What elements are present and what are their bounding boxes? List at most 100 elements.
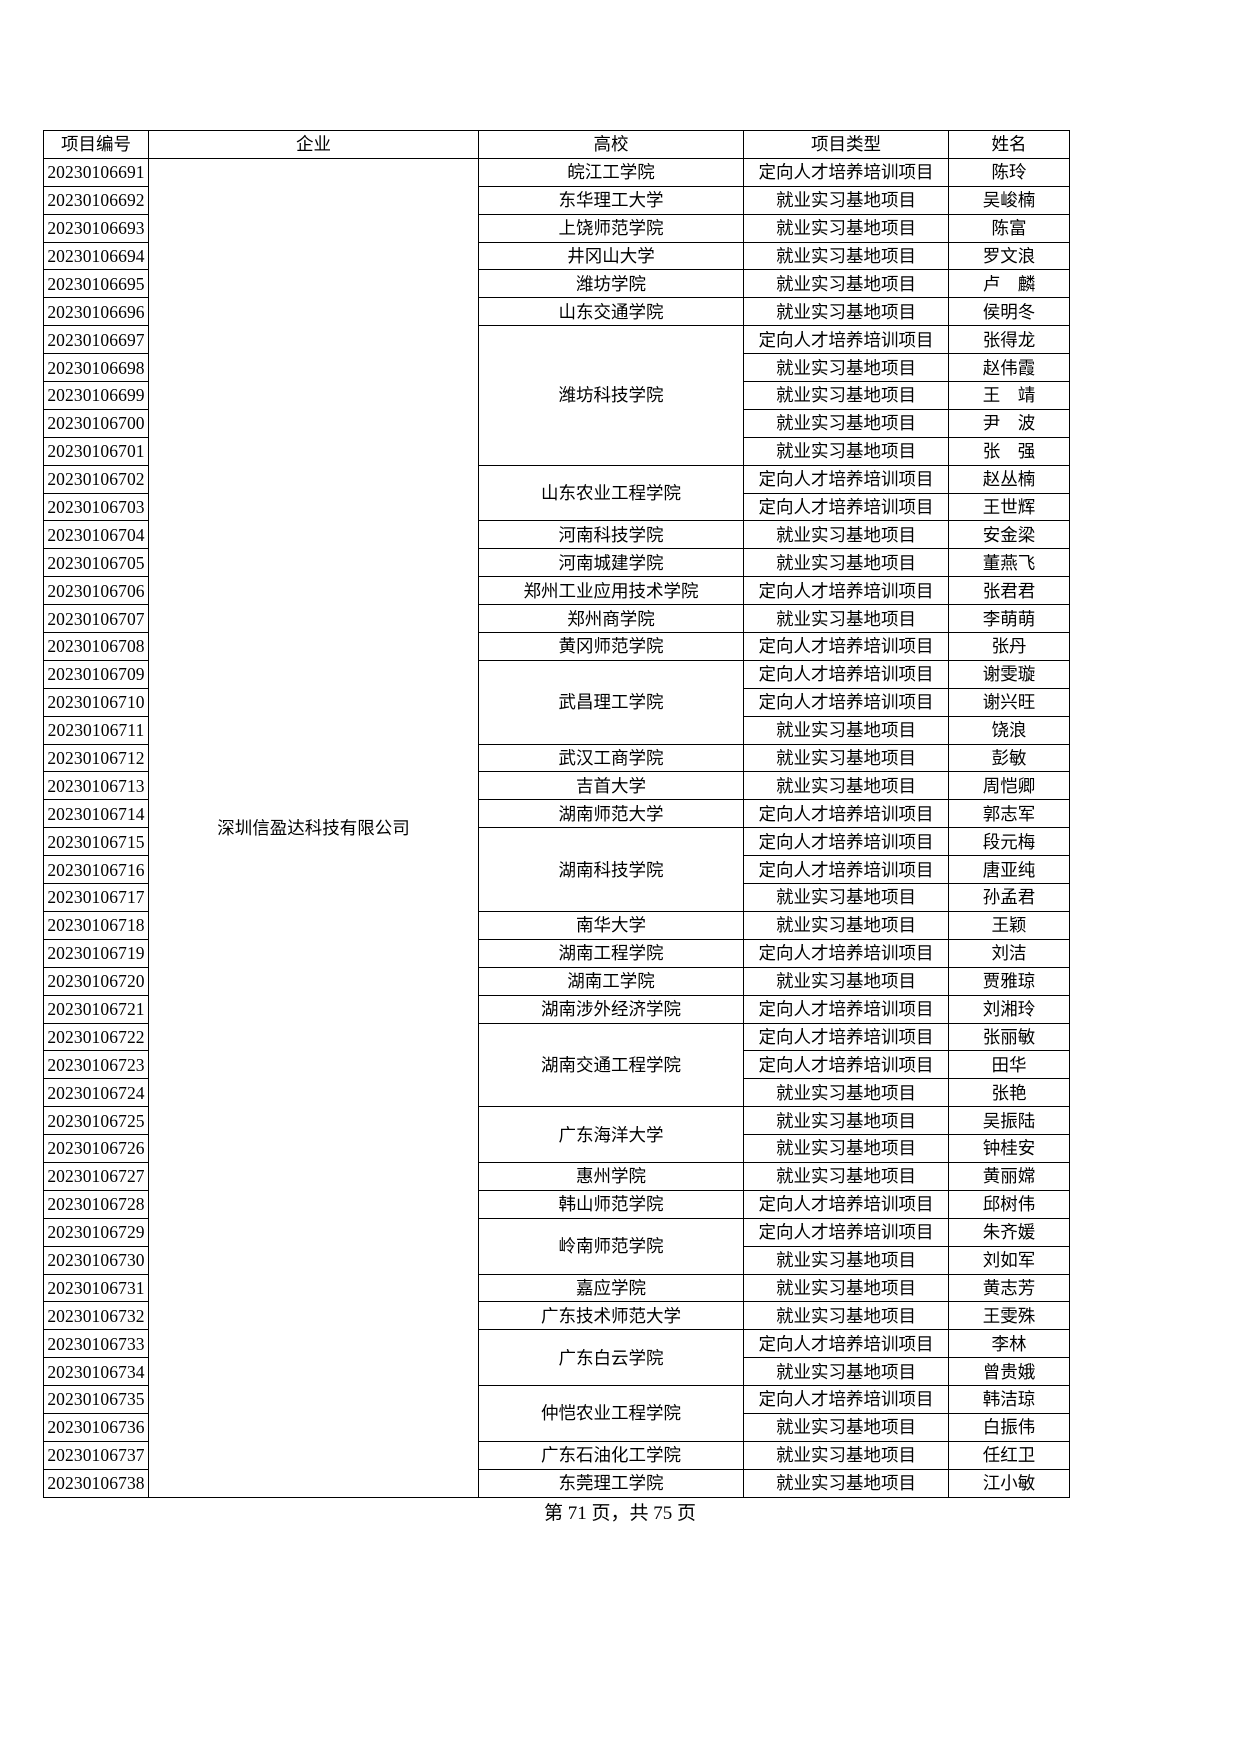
cell-name: 王雯殊 [948, 1301, 1070, 1331]
cell-project-id: 20230106698 [43, 353, 149, 383]
table-row: 20230106691 深圳信盈达科技有限公司 皖江工学院 定向人才培养培训项目 陈玲 [43, 157, 1070, 1498]
table-row: 20230106696 山东交通学院 就业实习基地项目 侯明冬 [43, 297, 1070, 327]
cell-project-type: 定向人才培养培训项目 [743, 632, 949, 661]
cell-project-type: 就业实习基地项目 [743, 1412, 949, 1442]
cell-project-type: 定向人才培养培训项目 [743, 157, 949, 187]
cell-project-type: 就业实习基地项目 [743, 548, 949, 578]
cell-project-id: 20230106707 [43, 604, 149, 634]
table-row: 20230106723 定向人才培养培训项目 田华 [43, 1050, 1070, 1080]
cell-university: 武汉工商学院 [478, 743, 744, 773]
cell-project-id: 20230106723 [43, 1050, 149, 1080]
cell-name: 黄丽嫦 [948, 1161, 1070, 1191]
cell-university: 井冈山大学 [478, 241, 744, 271]
cell-name: 张君君 [948, 576, 1070, 606]
cell-project-id: 20230106731 [43, 1273, 149, 1303]
cell-university: 嘉应学院 [478, 1273, 744, 1303]
cell-project-id: 20230106697 [43, 325, 149, 355]
table-row: 20230106709 武昌理工学院 定向人才培养培训项目 谢雯璇 [43, 659, 1070, 745]
cell-university: 韩山师范学院 [478, 1189, 744, 1219]
cell-enterprise: 深圳信盈达科技有限公司 [148, 157, 479, 1498]
cell-project-type: 定向人才培养培训项目 [743, 1385, 949, 1414]
cell-project-id: 20230106717 [43, 883, 149, 912]
cell-project-id: 20230106730 [43, 1245, 149, 1275]
cell-project-id: 20230106694 [43, 241, 149, 271]
table-header: 项目编号 企业 高校 项目类型 姓名 [43, 130, 1070, 159]
cell-name: 黄志芳 [948, 1273, 1070, 1303]
cell-project-id: 20230106693 [43, 213, 149, 243]
cell-name: 卢 麟 [948, 269, 1070, 299]
cell-name: 王 靖 [948, 381, 1070, 410]
cell-project-type: 定向人才培养培训项目 [743, 827, 949, 857]
cell-university: 湖南科技学院 [478, 827, 744, 912]
cell-name: 朱齐媛 [948, 1217, 1070, 1247]
table-row: 20230106729 岭南师范学院 定向人才培养培训项目 朱齐媛 [43, 1217, 1070, 1275]
cell-project-id: 20230106712 [43, 743, 149, 773]
cell-name: 刘湘玲 [948, 994, 1070, 1024]
cell-project-id: 20230106722 [43, 1022, 149, 1052]
cell-name: 吴振陆 [948, 1106, 1070, 1136]
cell-project-type: 定向人才培养培训项目 [743, 799, 949, 829]
cell-university: 上饶师范学院 [478, 213, 744, 243]
table-row: 20230106726 就业实习基地项目 钟桂安 [43, 1134, 1070, 1163]
cell-name: 贾雅琼 [948, 966, 1070, 996]
cell-university: 岭南师范学院 [478, 1217, 744, 1275]
cell-name: 韩洁琼 [948, 1385, 1070, 1414]
cell-project-type: 定向人才培养培训项目 [743, 1022, 949, 1052]
cell-university: 皖江工学院 [478, 157, 744, 187]
table-row: 20230106732 广东技术师范大学 就业实习基地项目 王雯殊 [43, 1301, 1070, 1331]
cell-project-type: 就业实习基地项目 [743, 883, 949, 912]
cell-university: 黄冈师范学院 [478, 632, 744, 661]
table-row: 20230106717 就业实习基地项目 孙孟君 [43, 883, 1070, 912]
cell-name: 陈玲 [948, 157, 1070, 187]
cell-name: 谢兴旺 [948, 687, 1070, 717]
cell-project-type: 定向人才培养培训项目 [743, 994, 949, 1024]
cell-project-type: 就业实习基地项目 [743, 436, 949, 466]
table-row: 20230106704 河南科技学院 就业实习基地项目 安金梁 [43, 520, 1070, 550]
cell-project-id: 20230106714 [43, 799, 149, 829]
cell-name: 张丹 [948, 632, 1070, 661]
cell-name: 郭志军 [948, 799, 1070, 829]
table-body: 20230106691 深圳信盈达科技有限公司 皖江工学院 定向人才培养培训项目 陈玲 2… [43, 157, 1070, 1498]
cell-university: 广东白云学院 [478, 1329, 744, 1387]
cell-project-id: 20230106720 [43, 966, 149, 996]
cell-university: 山东交通学院 [478, 297, 744, 327]
cell-project-id: 20230106727 [43, 1161, 149, 1191]
cell-university: 湖南交通工程学院 [478, 1022, 744, 1108]
cell-project-id: 20230106726 [43, 1134, 149, 1163]
cell-project-id: 20230106732 [43, 1301, 149, 1331]
cell-name: 周恺卿 [948, 771, 1070, 801]
cell-university: 潍坊科技学院 [478, 325, 744, 466]
cell-project-id: 20230106721 [43, 994, 149, 1024]
table-row: 20230106693 上饶师范学院 就业实习基地项目 陈富 [43, 213, 1070, 243]
cell-university: 湖南工程学院 [478, 938, 744, 968]
cell-project-id: 20230106715 [43, 827, 149, 857]
table-row: 20230106697 潍坊科技学院 定向人才培养培训项目 张得龙 [43, 325, 1070, 466]
cell-project-type: 定向人才培养培训项目 [743, 492, 949, 522]
table-row: 20230106713 吉首大学 就业实习基地项目 周恺卿 [43, 771, 1070, 801]
cell-project-type: 定向人才培养培训项目 [743, 464, 949, 494]
cell-name: 吴峻楠 [948, 185, 1070, 215]
table-row: 20230106700 就业实习基地项目尹 波 [43, 408, 1070, 438]
cell-project-type: 定向人才培养培训项目 [743, 325, 949, 355]
cell-name: 田华 [948, 1050, 1070, 1080]
table-row: 20230106737 广东石油化工学院 就业实习基地项目 任红卫 [43, 1440, 1070, 1470]
cell-university: 广东石油化工学院 [478, 1440, 744, 1470]
table-header-row: 项目编号 企业 高校 项目类型 姓名 [43, 130, 1070, 159]
cell-university: 吉首大学 [478, 771, 744, 801]
cell-university: 湖南工学院 [478, 966, 744, 996]
cell-name: 白振伟 [948, 1412, 1070, 1442]
cell-name: 任红卫 [948, 1440, 1070, 1470]
cell-name: 饶浪 [948, 715, 1070, 745]
cell-project-id: 20230106710 [43, 687, 149, 717]
cell-project-id: 20230106736 [43, 1412, 149, 1442]
cell-name: 江小敏 [948, 1468, 1070, 1498]
cell-project-type: 就业实习基地项目 [743, 1078, 949, 1108]
cell-project-type: 就业实习基地项目 [743, 604, 949, 634]
cell-project-id: 20230106728 [43, 1189, 149, 1219]
cell-name: 陈富 [948, 213, 1070, 243]
cell-project-type: 就业实习基地项目 [743, 1273, 949, 1303]
cell-name: 邱树伟 [948, 1189, 1070, 1219]
table-row: 20230106720 湖南工学院 就业实习基地项目 贾雅琼 [43, 966, 1070, 996]
cell-name: 张 强 [948, 436, 1070, 466]
cell-project-id: 20230106737 [43, 1440, 149, 1470]
